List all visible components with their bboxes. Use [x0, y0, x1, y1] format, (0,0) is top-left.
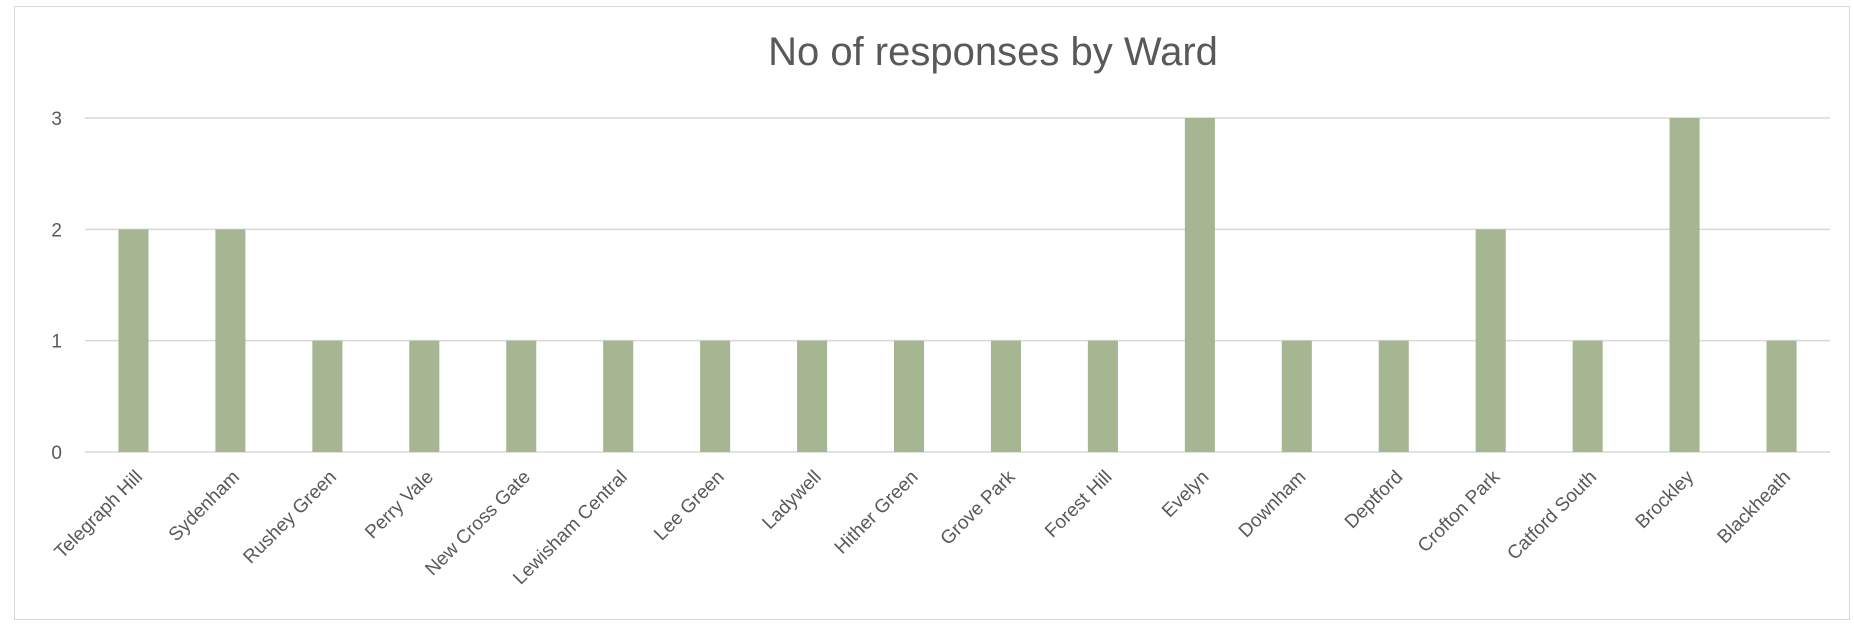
- x-category-label: Evelyn: [1158, 467, 1213, 522]
- bar: [894, 340, 925, 452]
- bar: [1184, 118, 1215, 452]
- y-tick-label: 2: [51, 220, 62, 241]
- x-category-label: New Cross Gate: [421, 467, 534, 580]
- x-category-label: Crofton Park: [1414, 466, 1505, 557]
- x-category-label: Hither Green: [831, 467, 923, 559]
- bar: [118, 229, 149, 452]
- x-category-label: Downham: [1235, 467, 1310, 542]
- x-category-label: Telegraph Hill: [51, 467, 147, 563]
- x-category-label: Deptford: [1341, 467, 1407, 533]
- x-category-label: Forest Hill: [1041, 467, 1116, 542]
- gridlines: [85, 117, 1830, 453]
- bar: [797, 340, 828, 452]
- bar: [1572, 340, 1603, 452]
- x-category-label: Brockley: [1632, 466, 1699, 533]
- bar: [603, 340, 634, 452]
- y-tick-label: 0: [51, 443, 62, 464]
- chart-frame: [14, 6, 1850, 620]
- x-category-label: Rushey Green: [239, 467, 340, 568]
- y-axis-ticks: 0 1 2 3: [51, 109, 62, 464]
- bar: [1378, 340, 1409, 452]
- bar: [506, 340, 537, 452]
- bar: [990, 340, 1021, 452]
- y-tick-label: 3: [51, 109, 62, 130]
- x-category-label: Perry Vale: [361, 467, 438, 544]
- x-category-label: Ladywell: [758, 467, 825, 534]
- bar: [700, 340, 731, 452]
- x-category-label: Catford South: [1503, 467, 1601, 565]
- bars: [118, 118, 1797, 452]
- x-category-label: Lee Green: [650, 467, 728, 545]
- bar: [215, 229, 246, 452]
- bar: [1475, 229, 1506, 452]
- bar: [1087, 340, 1118, 452]
- bar: [1766, 340, 1797, 452]
- y-tick-label: 1: [51, 332, 62, 353]
- x-category-label: Grove Park: [937, 466, 1020, 549]
- bar: [1669, 118, 1700, 452]
- bar: [1281, 340, 1312, 452]
- x-category-label: Blackheath: [1714, 467, 1795, 548]
- chart-title: No of responses by Ward: [768, 30, 1218, 74]
- bar: [312, 340, 343, 452]
- bar: [409, 340, 440, 452]
- x-category-label: Sydenham: [165, 467, 244, 546]
